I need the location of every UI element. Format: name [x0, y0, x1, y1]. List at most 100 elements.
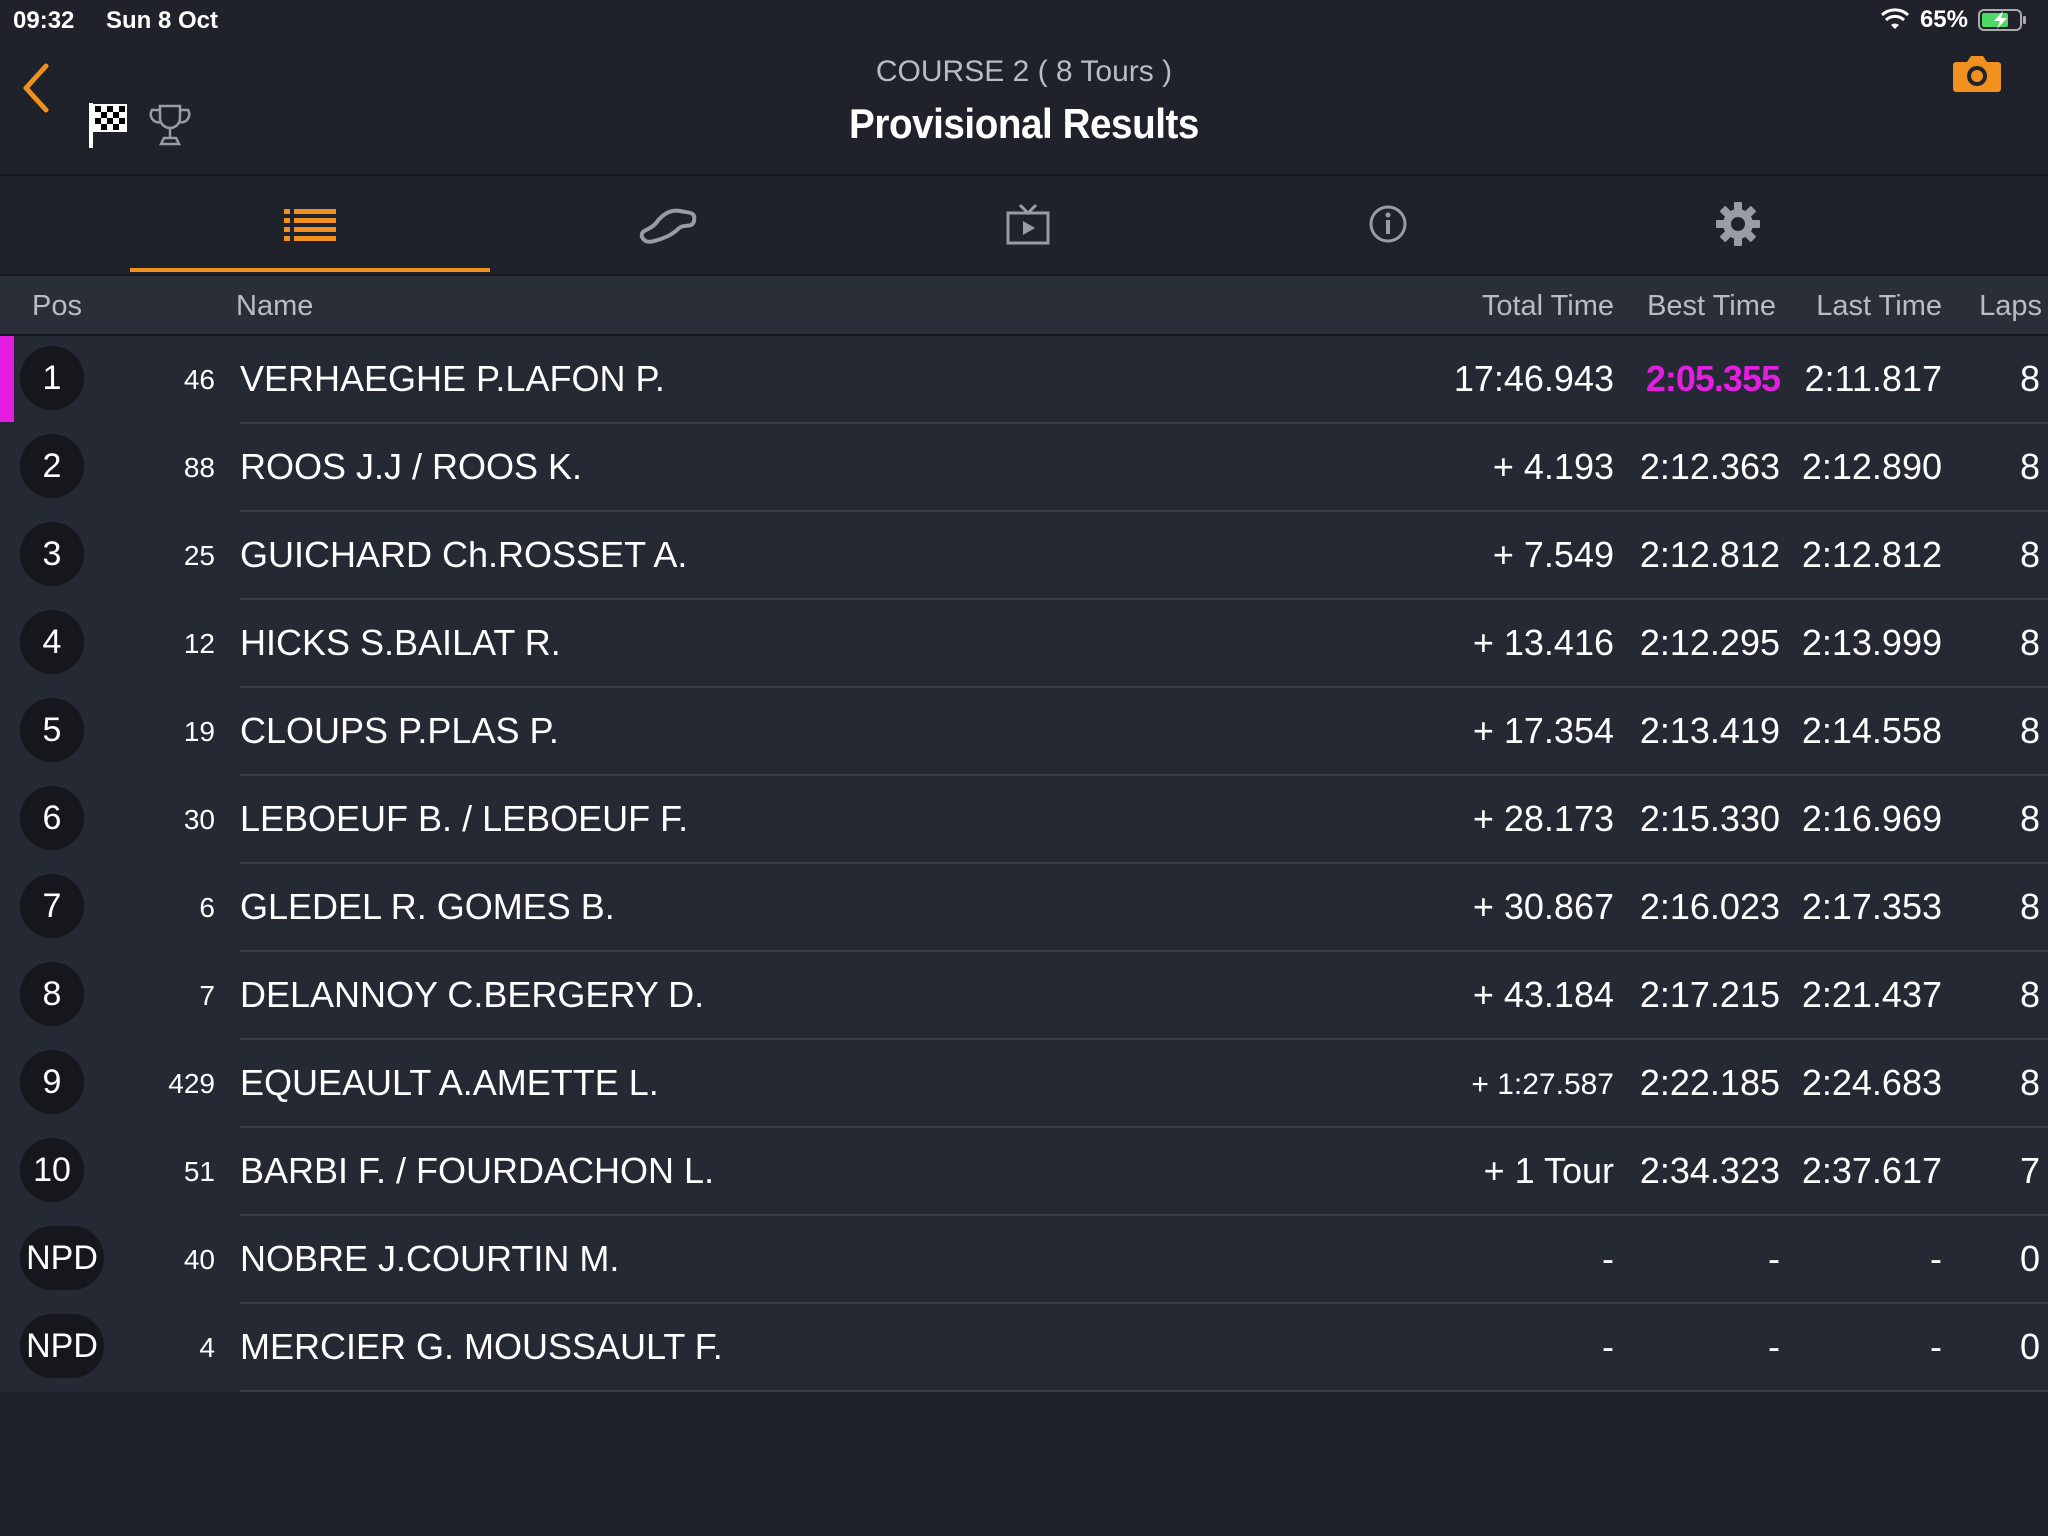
laps-count: 8: [2019, 446, 2040, 487]
table-row[interactable]: 4 12 HICKS S.BAILAT R. + 13.416 2:12.295…: [0, 600, 2048, 688]
laps-count: 8: [2019, 974, 2040, 1015]
page-title: Provisional Results: [849, 100, 1199, 147]
position-badge: 9: [20, 1050, 84, 1114]
table-row[interactable]: 10 51 BARBI F. / FOURDACHON L. + 1 Tour …: [0, 1128, 2048, 1216]
laps-count: 8: [2019, 710, 2040, 751]
last-time: 2:37.617: [1801, 1150, 1942, 1191]
best-time: 2:17.215: [1639, 974, 1780, 1015]
table-row[interactable]: 6 30 LEBOEUF B. / LEBOEUF F. + 28.173 2:…: [0, 776, 2048, 864]
camera-icon[interactable]: [1952, 52, 2002, 94]
trophy-icon[interactable]: [148, 102, 192, 148]
total-time: -: [1602, 1238, 1614, 1279]
driver-names: ROOS J.J / ROOS K.: [240, 446, 583, 487]
back-chevron-icon[interactable]: [14, 58, 58, 118]
tab-track[interactable]: [488, 176, 848, 272]
driver-names: DELANNOY C.BERGERY D.: [240, 974, 705, 1015]
total-time: + 30.867: [1472, 886, 1614, 927]
car-number: 7: [199, 980, 215, 1011]
total-time: + 13.416: [1472, 622, 1614, 663]
column-best-time[interactable]: Best Time: [1647, 290, 1776, 322]
table-row[interactable]: 7 6 GLEDEL R. GOMES B. + 30.867 2:16.023…: [0, 864, 2048, 952]
car-number: 40: [183, 1244, 215, 1275]
battery-percent: 65%: [1919, 6, 1968, 33]
best-time: 2:22.185: [1639, 1062, 1780, 1103]
total-time: + 4.193: [1492, 446, 1614, 487]
best-time: 2:13.419: [1639, 710, 1780, 751]
position-badge: NPD: [20, 1226, 104, 1290]
last-time: -: [1930, 1326, 1942, 1367]
last-time: 2:12.890: [1801, 446, 1942, 487]
driver-names: NOBRE J.COURTIN M.: [240, 1238, 620, 1279]
column-total-time[interactable]: Total Time: [1481, 290, 1614, 322]
best-time-fastest: 2:05.355: [1645, 358, 1781, 399]
position-badge: 2: [20, 434, 84, 498]
column-pos[interactable]: Pos: [32, 290, 82, 322]
table-row[interactable]: 8 7 DELANNOY C.BERGERY D. + 43.184 2:17.…: [0, 952, 2048, 1040]
laps-count: 8: [2019, 886, 2040, 927]
table-row[interactable]: 3 25 GUICHARD Ch.ROSSET A. + 7.549 2:12.…: [0, 512, 2048, 600]
status-bar: 09:32 Sun 8 Oct 65%: [0, 0, 2048, 38]
laps-count: 0: [2019, 1326, 2040, 1367]
tab-info[interactable]: [1208, 176, 1568, 272]
table-row[interactable]: NPD 40 NOBRE J.COURTIN M. - - - 0: [0, 1216, 2048, 1304]
position-badge: NPD: [20, 1314, 104, 1378]
driver-names: CLOUPS P.PLAS P.: [240, 710, 559, 751]
laps-count: 8: [2019, 798, 2040, 839]
tab-results-list[interactable]: [130, 176, 490, 272]
driver-names: GUICHARD Ch.ROSSET A.: [240, 534, 688, 575]
best-time: 2:15.330: [1639, 798, 1780, 839]
total-time: 17:46.943: [1453, 358, 1614, 399]
table-row[interactable]: 9 429 EQUEAULT A.AMETTE L. + 1:27.587 2:…: [0, 1040, 2048, 1128]
total-time: + 7.549: [1492, 534, 1614, 575]
results-table: 1 46 VERHAEGHE P.LAFON P. 17:46.943 2:05…: [0, 336, 2048, 1392]
laps-count: 8: [2019, 534, 2040, 575]
battery-charging-icon: [1978, 9, 2026, 31]
position-badge: 10: [20, 1138, 84, 1202]
empty-area: [0, 1392, 2048, 1536]
last-time: 2:12.812: [1801, 534, 1942, 575]
table-row[interactable]: 5 19 CLOUPS P.PLAS P. + 17.354 2:13.419 …: [0, 688, 2048, 776]
last-time: 2:16.969: [1801, 798, 1942, 839]
total-time: + 1:27.587: [1471, 1068, 1614, 1101]
info-icon: [1369, 205, 1407, 243]
last-time: 2:11.817: [1804, 358, 1942, 399]
best-time: -: [1768, 1326, 1780, 1367]
car-number: 19: [183, 716, 215, 747]
position-badge: 3: [20, 522, 84, 586]
tab-live-tv[interactable]: [848, 176, 1208, 272]
column-name[interactable]: Name: [236, 290, 314, 322]
car-number: 51: [183, 1156, 215, 1187]
table-row[interactable]: 1 46 VERHAEGHE P.LAFON P. 17:46.943 2:05…: [0, 336, 2048, 424]
status-time: 09:32: [13, 7, 75, 34]
driver-names: GLEDEL R. GOMES B.: [240, 886, 615, 927]
laps-count: 8: [2019, 1062, 2040, 1103]
car-number: 4: [199, 1332, 215, 1363]
total-time: + 17.354: [1472, 710, 1614, 751]
driver-names: VERHAEGHE P.LAFON P.: [240, 358, 665, 399]
race-subtitle: COURSE 2 ( 8 Tours ): [875, 55, 1173, 88]
last-time: 2:21.437: [1801, 974, 1942, 1015]
total-time: + 1 Tour: [1483, 1150, 1614, 1191]
position-badge: 1: [20, 346, 84, 410]
table-row[interactable]: NPD 4 MERCIER G. MOUSSAULT F. - - - 0: [0, 1304, 2048, 1392]
position-badge: 4: [20, 610, 84, 674]
last-time: -: [1930, 1238, 1942, 1279]
leader-indicator: [0, 336, 14, 422]
last-time: 2:14.558: [1801, 710, 1942, 751]
navigation-header: COURSE 2 ( 8 Tours ) Provisional Results: [0, 38, 2048, 176]
column-laps[interactable]: Laps: [1979, 290, 2042, 322]
total-time: -: [1602, 1326, 1614, 1367]
column-last-time[interactable]: Last Time: [1816, 290, 1942, 322]
list-icon: [284, 209, 336, 241]
car-number: 429: [168, 1068, 215, 1099]
best-time: 2:16.023: [1639, 886, 1780, 927]
best-time: 2:34.323: [1639, 1150, 1780, 1191]
position-badge: 8: [20, 962, 84, 1026]
tab-settings[interactable]: [1558, 176, 1918, 272]
tab-bar: [0, 176, 2048, 276]
table-row[interactable]: 2 88 ROOS J.J / ROOS K. + 4.193 2:12.363…: [0, 424, 2048, 512]
tv-play-icon: [1006, 203, 1050, 245]
car-number: 88: [183, 452, 215, 483]
total-time: + 43.184: [1472, 974, 1614, 1015]
